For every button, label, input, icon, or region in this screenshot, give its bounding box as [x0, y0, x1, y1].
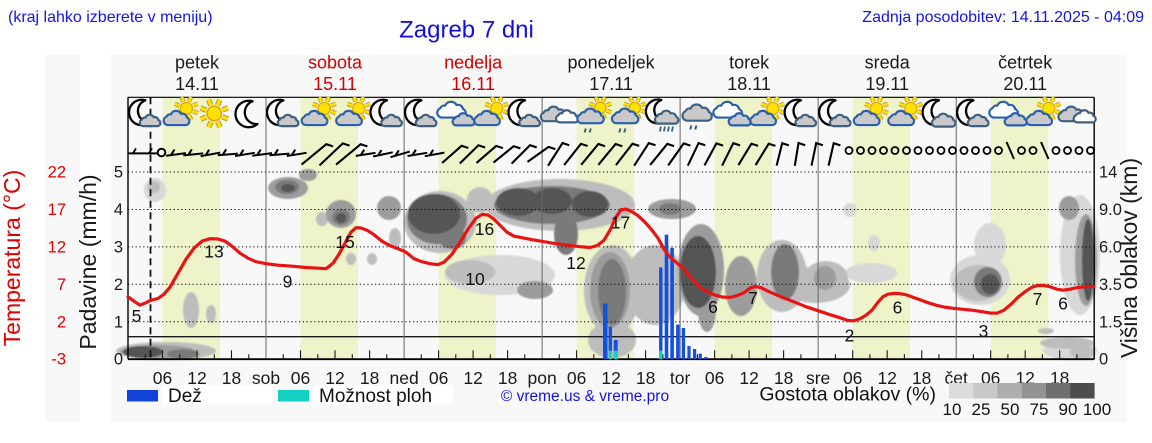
- svg-text:torek: torek: [729, 53, 770, 73]
- svg-text:četrtek: četrtek: [998, 53, 1053, 73]
- svg-text:17.11: 17.11: [589, 74, 633, 94]
- svg-text:Zadnja posodobitev: 14.11.2025: Zadnja posodobitev: 14.11.2025 - 04:09: [862, 9, 1144, 26]
- svg-text:© vreme.us & vreme.pro: © vreme.us & vreme.pro: [501, 388, 669, 405]
- svg-text:sreda: sreda: [865, 53, 911, 73]
- svg-text:15.11: 15.11: [313, 74, 357, 94]
- svg-text:10: 10: [943, 400, 962, 419]
- svg-text:6: 6: [708, 297, 718, 317]
- svg-text:Temperatura (°C): Temperatura (°C): [0, 170, 25, 347]
- svg-text:Gostota oblakov (%): Gostota oblakov (%): [759, 384, 936, 406]
- svg-text:22: 22: [48, 164, 66, 182]
- svg-text:6: 6: [893, 298, 903, 318]
- svg-text:16.11: 16.11: [451, 74, 495, 94]
- svg-text:12: 12: [566, 253, 585, 273]
- svg-text:13: 13: [204, 242, 223, 262]
- svg-text:3: 3: [114, 238, 123, 256]
- svg-text:7: 7: [57, 276, 66, 294]
- svg-text:2: 2: [114, 276, 123, 294]
- svg-text:17: 17: [48, 201, 66, 219]
- svg-text:petek: petek: [175, 53, 220, 73]
- svg-text:17: 17: [611, 213, 630, 233]
- svg-text:1.5: 1.5: [1099, 313, 1122, 331]
- svg-text:3: 3: [979, 321, 989, 341]
- svg-text:06: 06: [291, 368, 310, 388]
- svg-text:0: 0: [114, 351, 123, 369]
- svg-text:7: 7: [1033, 289, 1043, 309]
- svg-text:-3: -3: [51, 351, 66, 369]
- svg-text:12: 12: [601, 368, 620, 388]
- svg-text:ponedeljek: ponedeljek: [568, 53, 656, 73]
- svg-text:9.0: 9.0: [1099, 201, 1122, 219]
- svg-text:sobota: sobota: [308, 53, 363, 73]
- svg-text:18: 18: [498, 368, 517, 388]
- svg-text:2: 2: [57, 313, 66, 331]
- svg-text:06: 06: [843, 368, 862, 388]
- svg-text:tor: tor: [670, 368, 691, 388]
- svg-text:nedelja: nedelja: [444, 53, 503, 73]
- svg-text:0: 0: [1099, 351, 1108, 369]
- svg-text:16: 16: [475, 219, 494, 239]
- svg-text:Dež: Dež: [168, 386, 202, 407]
- svg-text:Višina oblakov (km): Višina oblakov (km): [1116, 158, 1142, 358]
- svg-text:18.11: 18.11: [727, 74, 771, 94]
- svg-text:10: 10: [465, 269, 485, 289]
- svg-text:12: 12: [463, 368, 482, 388]
- svg-text:5: 5: [132, 306, 142, 326]
- svg-text:06: 06: [153, 368, 172, 388]
- svg-text:18: 18: [636, 368, 655, 388]
- svg-text:6: 6: [1058, 294, 1068, 314]
- svg-text:ned: ned: [389, 368, 418, 388]
- svg-text:4: 4: [114, 201, 123, 219]
- svg-text:75: 75: [1030, 400, 1049, 419]
- svg-text:sre: sre: [806, 368, 830, 388]
- svg-text:100: 100: [1083, 400, 1111, 419]
- svg-text:3.5: 3.5: [1099, 276, 1122, 294]
- svg-text:6.0: 6.0: [1099, 238, 1122, 256]
- svg-text:06: 06: [705, 368, 724, 388]
- svg-text:pon: pon: [527, 368, 556, 388]
- svg-text:9: 9: [283, 272, 293, 292]
- svg-text:20.11: 20.11: [1003, 74, 1047, 94]
- svg-text:7: 7: [748, 288, 758, 308]
- svg-text:06: 06: [567, 368, 586, 388]
- svg-text:15: 15: [335, 232, 354, 252]
- svg-text:18: 18: [222, 368, 241, 388]
- svg-text:90: 90: [1059, 400, 1078, 419]
- svg-text:sob: sob: [252, 368, 280, 388]
- svg-text:12: 12: [187, 368, 206, 388]
- svg-text:5: 5: [114, 164, 123, 182]
- svg-text:18: 18: [360, 368, 379, 388]
- svg-text:2: 2: [845, 326, 855, 346]
- svg-text:25: 25: [972, 400, 991, 419]
- svg-text:12: 12: [877, 368, 896, 388]
- svg-text:06: 06: [429, 368, 448, 388]
- svg-text:12: 12: [325, 368, 344, 388]
- svg-text:Zagreb 7 dni: Zagreb 7 dni: [399, 17, 534, 44]
- svg-text:12: 12: [739, 368, 758, 388]
- svg-text:50: 50: [1001, 400, 1020, 419]
- svg-text:19.11: 19.11: [865, 74, 909, 94]
- svg-text:18: 18: [912, 368, 931, 388]
- svg-text:Padavine (mm/h): Padavine (mm/h): [75, 174, 101, 349]
- svg-text:18: 18: [774, 368, 793, 388]
- svg-text:1: 1: [114, 313, 123, 331]
- svg-text:12: 12: [48, 238, 66, 256]
- svg-text:(kraj lahko izberete v meniju): (kraj lahko izberete v meniju): [8, 9, 213, 26]
- svg-text:Možnost ploh: Možnost ploh: [319, 386, 432, 407]
- svg-text:14: 14: [1099, 164, 1117, 182]
- svg-text:14.11: 14.11: [175, 74, 219, 94]
